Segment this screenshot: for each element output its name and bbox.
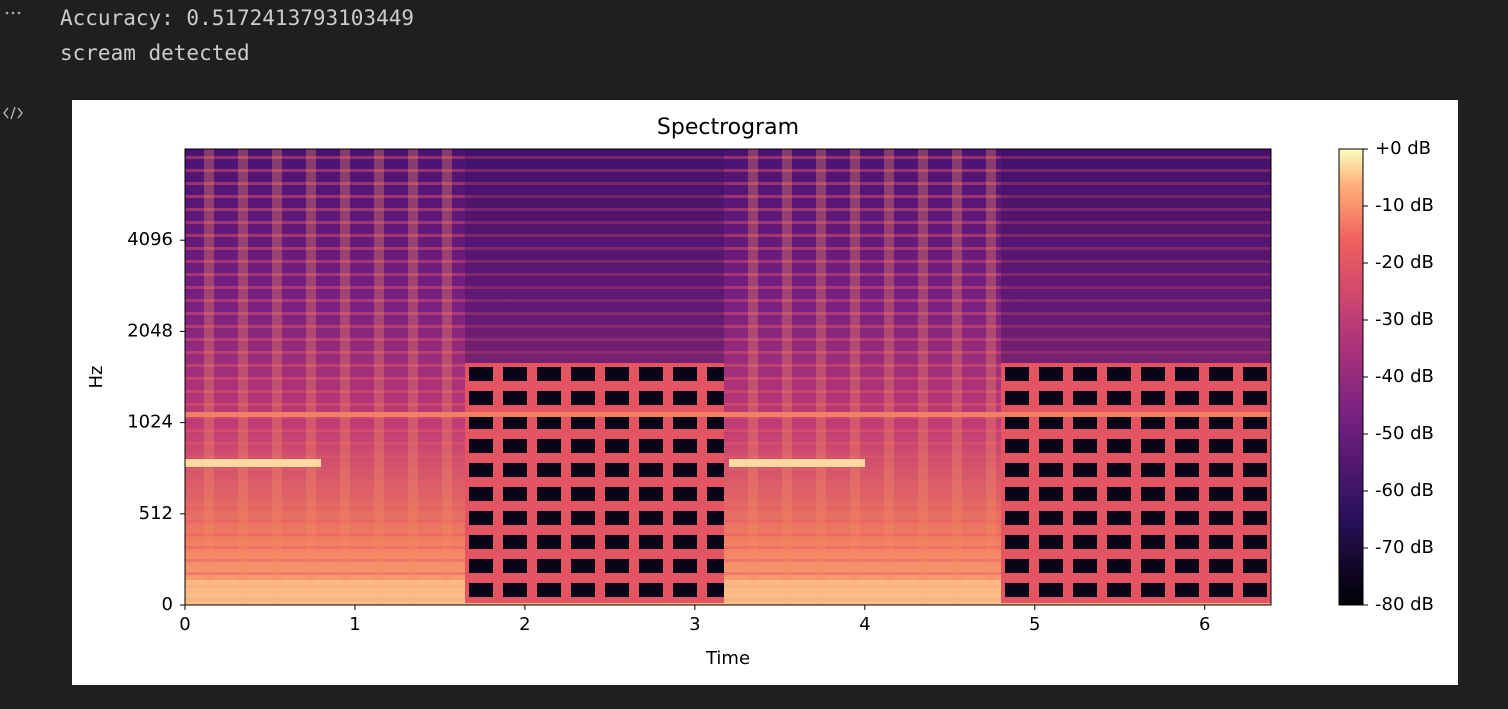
colorbar [1338,148,1364,606]
spectrogram-image [185,149,1271,605]
ellipsis-icon [5,11,21,15]
y-tick-label: 2048 [127,320,173,341]
x-tick-label: 1 [349,614,360,635]
y-tick-label: 1024 [127,412,173,433]
x-tick-label: 4 [859,614,870,635]
output-line: scream detected [60,41,250,65]
axes-frame [184,148,1272,606]
y-tick-label: 512 [139,503,173,524]
y-tick-label: 4096 [127,229,173,250]
chart-title: Spectrogram [657,115,799,140]
code-icon [3,106,23,120]
y-tick-label: 0 [162,594,173,615]
x-tick-label: 6 [1199,614,1210,635]
x-tick-label: 3 [689,614,700,635]
x-axis-label: Time [705,648,750,669]
y-axis-label: Hz [86,366,107,389]
output-line: Accuracy: 0.5172413793103449 [60,6,415,30]
colorbar-tick-label: -80 dB [1375,594,1434,615]
colorbar-tick-label: -10 dB [1375,195,1434,216]
x-tick-label: 5 [1029,614,1040,635]
colorbar-tick-label: -20 dB [1375,252,1434,273]
colorbar-tick-label: -60 dB [1375,480,1434,501]
colorbar-tick-label: +0 dB [1375,138,1431,159]
x-tick-label: 2 [519,614,530,635]
colorbar-tick-label: -70 dB [1375,537,1434,558]
colorbar-tick-label: -40 dB [1375,366,1434,387]
x-tick-label: 0 [179,614,190,635]
colorbar-tick-label: -30 dB [1375,309,1434,330]
colorbar-tick-label: -50 dB [1375,423,1434,444]
